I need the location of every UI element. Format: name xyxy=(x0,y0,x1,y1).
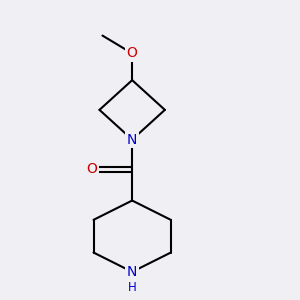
Text: O: O xyxy=(127,46,138,60)
Text: O: O xyxy=(87,162,98,176)
Text: N: N xyxy=(127,265,137,279)
Text: methoxy: methoxy xyxy=(92,32,98,33)
Text: N: N xyxy=(127,133,137,147)
Text: H: H xyxy=(128,281,136,294)
